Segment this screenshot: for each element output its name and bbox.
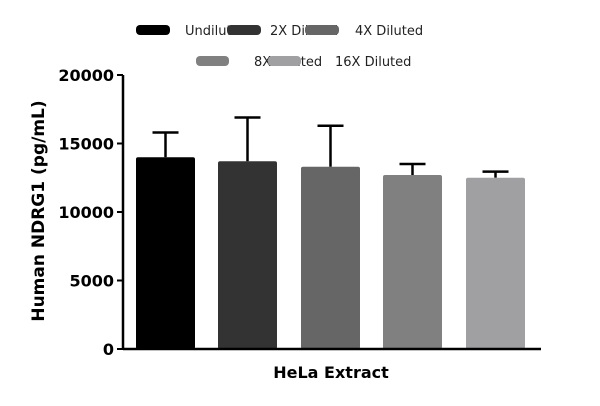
x-axis-label: HeLa Extract — [273, 363, 389, 382]
bars — [136, 116, 525, 349]
bar-8x-diluted — [383, 175, 442, 349]
y-axis-label: Human NDRG1 (pg/mL) — [29, 100, 49, 321]
legend-swatch — [305, 25, 339, 35]
legend-swatch — [268, 56, 301, 66]
legend-label: 16X Diluted — [335, 55, 411, 70]
y-tick-label: 5000 — [69, 272, 114, 291]
bar-4x-diluted — [301, 166, 360, 349]
bar-2x-diluted — [218, 161, 277, 349]
axes: 0 5000 10000 15000 20000 — [58, 66, 541, 359]
bar-undiluted — [136, 157, 195, 349]
legend-label: 4X Diluted — [355, 24, 423, 39]
y-tick-label: 0 — [103, 340, 114, 359]
y-tick-label: 20000 — [58, 66, 114, 85]
y-tick-label: 15000 — [58, 135, 114, 154]
bar-16x-diluted — [466, 177, 525, 349]
legend-swatch — [136, 25, 170, 35]
legend-swatch — [227, 25, 261, 35]
legend-swatch — [196, 56, 229, 66]
y-tick-label: 10000 — [58, 203, 114, 222]
